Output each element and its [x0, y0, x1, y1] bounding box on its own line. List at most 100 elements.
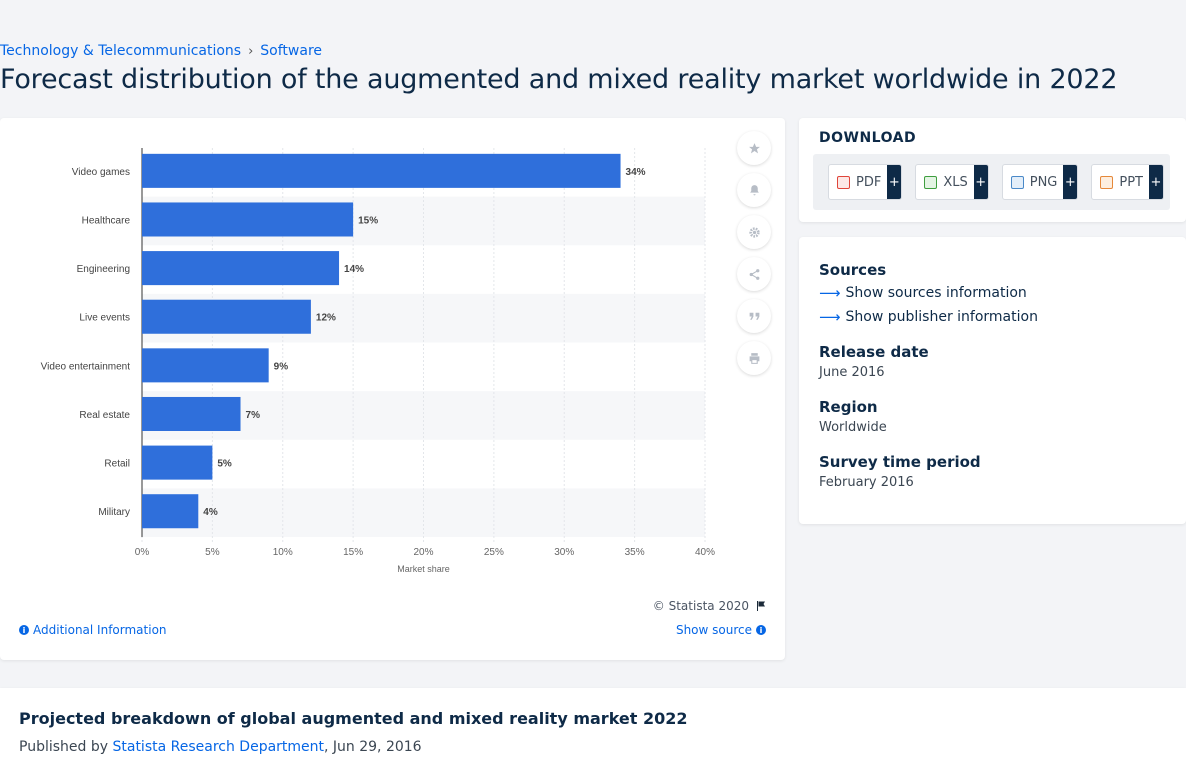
- x-tick-label: 35%: [625, 547, 645, 558]
- bar: [142, 445, 213, 480]
- download-pdf-label: PDF: [856, 174, 882, 190]
- category-label: Retail: [104, 459, 130, 470]
- category-label: Live events: [79, 313, 130, 324]
- arrow-right-icon: ⟶: [819, 284, 841, 302]
- bar: [142, 396, 241, 431]
- published-by-label: Published by: [19, 739, 113, 755]
- data-label: 5%: [217, 459, 232, 470]
- print-icon: [749, 352, 759, 364]
- star-icon: [748, 142, 760, 153]
- copyright-text: © Statista 2020: [652, 599, 749, 613]
- data-label: 15%: [358, 215, 378, 226]
- plus-icon: +: [973, 165, 988, 199]
- breadcrumb-item-technology[interactable]: Technology & Telecommunications: [0, 43, 242, 59]
- region-value: Worldwide: [819, 420, 887, 435]
- share-button[interactable]: [737, 257, 771, 291]
- download-png-button[interactable]: PNG +: [1001, 164, 1079, 200]
- page-title: Forecast distribution of the augmented a…: [0, 64, 1118, 95]
- flag-icon[interactable]: [755, 600, 767, 612]
- data-label: 4%: [203, 507, 218, 518]
- data-label: 12%: [316, 313, 336, 324]
- survey-period-value: February 2016: [819, 475, 914, 490]
- chart-toolbar: [737, 131, 773, 383]
- bell-icon: [749, 184, 759, 195]
- bar: [142, 348, 269, 383]
- data-label: 14%: [344, 264, 364, 275]
- x-tick-label: 5%: [205, 547, 220, 558]
- show-source-label: Show source: [675, 623, 752, 637]
- x-tick-label: 20%: [413, 547, 433, 558]
- publish-date: , Jun 29, 2016: [324, 739, 422, 755]
- category-label: Engineering: [77, 264, 130, 275]
- download-title: DOWNLOAD: [819, 130, 917, 146]
- release-date-label: Release date: [819, 343, 929, 361]
- statistic-heading: Projected breakdown of global augmented …: [19, 709, 688, 728]
- show-sources-label: Show sources information: [845, 285, 1027, 301]
- breadcrumb-separator: ›: [248, 43, 254, 59]
- bar-chart: 0% 5% 10% 15% 20% 25% 30% 35% 40% Video games 34% H…: [41, 148, 715, 574]
- info-icon: i: [19, 625, 29, 635]
- settings-button[interactable]: [737, 215, 771, 249]
- x-tick-label: 0%: [135, 547, 150, 558]
- download-png-label: PNG: [1029, 174, 1058, 190]
- category-label: Real estate: [79, 410, 130, 421]
- statistic-details-panel: Sources ⟶ Show sources information ⟶ Sho…: [799, 237, 1186, 524]
- bar: [142, 153, 621, 188]
- download-xls-button[interactable]: XLS +: [915, 164, 989, 200]
- plus-icon: +: [1149, 165, 1163, 199]
- download-xls-label: XLS: [943, 174, 968, 190]
- show-publisher-label: Show publisher information: [845, 309, 1038, 325]
- statistic-description: Projected breakdown of global augmented …: [0, 688, 1186, 760]
- release-date-value: June 2016: [819, 365, 885, 380]
- plus-icon: +: [1063, 165, 1078, 199]
- notification-button[interactable]: [737, 173, 771, 207]
- show-source-link[interactable]: Show source i: [676, 623, 766, 637]
- show-sources-link[interactable]: ⟶ Show sources information: [819, 284, 1027, 302]
- download-ppt-button[interactable]: PPT +: [1091, 164, 1164, 200]
- publisher-link[interactable]: Statista Research Department: [112, 739, 325, 755]
- show-publisher-link[interactable]: ⟶ Show publisher information: [819, 308, 1038, 326]
- x-tick-label: 40%: [695, 547, 715, 558]
- category-label: Healthcare: [82, 215, 131, 226]
- data-label: 7%: [246, 410, 261, 421]
- breadcrumb: Technology & Telecommunications › Softwa…: [0, 43, 322, 59]
- category-label: Video games: [72, 167, 130, 178]
- x-tick-label: 30%: [554, 547, 574, 558]
- download-ppt-label: PPT: [1119, 174, 1143, 190]
- bar: [142, 299, 311, 334]
- data-label: 9%: [274, 361, 289, 372]
- ppt-file-icon: [1100, 175, 1114, 189]
- download-pdf-button[interactable]: PDF +: [828, 164, 903, 200]
- pdf-file-icon: [837, 175, 850, 189]
- additional-information-label: Additional Information: [33, 623, 167, 637]
- x-tick-label: 10%: [273, 547, 293, 558]
- published-by: Published by Statista Research Departmen…: [19, 739, 422, 755]
- data-label: 34%: [626, 167, 646, 178]
- print-button[interactable]: [737, 341, 771, 375]
- survey-period-label: Survey time period: [819, 453, 981, 471]
- bar: [142, 251, 340, 286]
- plus-icon: +: [887, 165, 902, 199]
- x-tick-label: 15%: [343, 547, 363, 558]
- bar: [142, 494, 199, 529]
- chart-card: 0% 5% 10% 15% 20% 25% 30% 35% 40% Video games 34% H…: [0, 118, 785, 660]
- bar: [142, 202, 354, 237]
- category-label: Military: [98, 507, 130, 518]
- additional-information-link[interactable]: i Additional Information: [19, 623, 167, 637]
- info-icon: i: [756, 625, 766, 635]
- arrow-right-icon: ⟶: [819, 308, 841, 326]
- x-axis-label: Market share: [397, 564, 450, 574]
- share-icon: [749, 268, 759, 280]
- gear-icon: [748, 226, 760, 238]
- png-file-icon: [1010, 175, 1024, 189]
- sources-label: Sources: [819, 261, 887, 279]
- xls-file-icon: [924, 175, 938, 189]
- cite-button[interactable]: [737, 299, 771, 333]
- favorite-button[interactable]: [737, 131, 771, 165]
- quote-icon: [749, 312, 759, 320]
- copyright: © Statista 2020: [653, 599, 767, 613]
- breadcrumb-item-software[interactable]: Software: [260, 43, 323, 59]
- download-panel: DOWNLOAD PDF + XLS + PNG + PPT +: [799, 118, 1186, 222]
- download-buttons: PDF + XLS + PNG + PPT +: [813, 154, 1170, 210]
- category-label: Video entertainment: [41, 361, 131, 372]
